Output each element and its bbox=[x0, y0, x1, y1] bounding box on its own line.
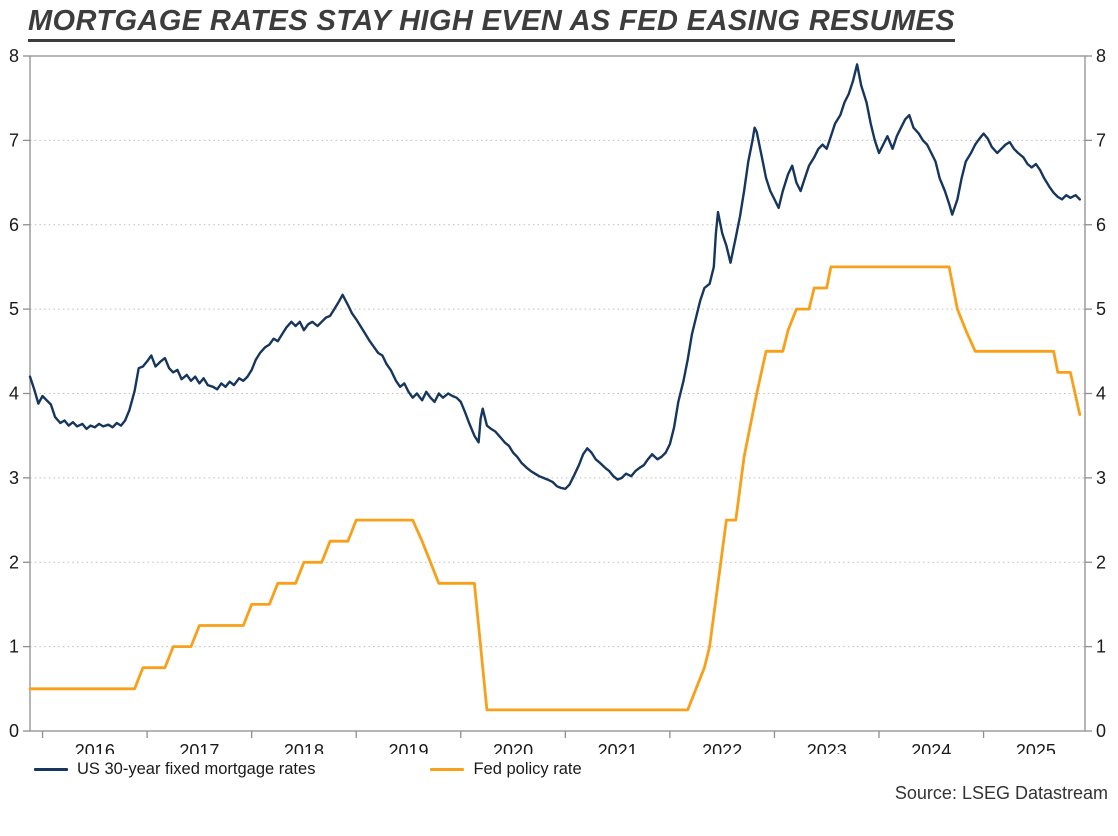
y-axis-label-left: 1 bbox=[9, 637, 19, 657]
x-axis-label: 2024 bbox=[911, 741, 951, 754]
y-axis-label-left: 0 bbox=[9, 721, 19, 741]
y-axis-label-left: 2 bbox=[9, 552, 19, 572]
chart-canvas: 0 0 1 1 2 2 3 3 4 4 5 5 6 6 7 7 8 8 2016 2017 2018 2019 2020 20… bbox=[9, 46, 1106, 754]
legend-swatch-fed-line bbox=[430, 767, 465, 772]
y-axis-label-left: 8 bbox=[9, 46, 19, 66]
x-axis-label: 2021 bbox=[598, 741, 638, 754]
source-credit: Source: LSEG Datastream bbox=[894, 783, 1108, 803]
x-axis-label: 2025 bbox=[1016, 741, 1056, 754]
y-axis-label-left: 3 bbox=[9, 468, 19, 488]
x-axis-label: 2017 bbox=[179, 741, 219, 754]
y-axis-label-right: 6 bbox=[1096, 215, 1106, 235]
y-axis-label-left: 6 bbox=[9, 215, 19, 235]
y-axis-label-left: 5 bbox=[9, 299, 19, 319]
legend-label-fed: Fed policy rate bbox=[473, 760, 582, 778]
y-axis-label-right: 5 bbox=[1096, 299, 1106, 319]
legend-item-fed: Fed policy rate bbox=[430, 760, 582, 779]
fed-line bbox=[28, 265, 1082, 712]
x-axis-label: 2019 bbox=[388, 741, 428, 754]
y-axis-label-right: 2 bbox=[1096, 552, 1106, 572]
legend-label-mortgage: US 30-year fixed mortgage rates bbox=[77, 760, 316, 778]
x-axis-label: 2018 bbox=[284, 741, 324, 754]
y-axis-label-right: 7 bbox=[1096, 130, 1106, 150]
y-axis-label-right: 4 bbox=[1096, 384, 1106, 404]
y-axis-label-right: 3 bbox=[1096, 468, 1106, 488]
x-axis-label: 2023 bbox=[807, 741, 847, 754]
y-axis-label-right: 1 bbox=[1096, 637, 1106, 657]
title-area: MORTGAGE RATES STAY HIGH EVEN AS FED EAS… bbox=[0, 0, 1118, 42]
legend-item-mortgage: US 30-year fixed mortgage rates bbox=[34, 760, 315, 779]
legend-swatch-mortgage-line bbox=[34, 767, 68, 772]
y-axis-label-left: 7 bbox=[9, 130, 19, 150]
y-axis-label-left: 4 bbox=[9, 384, 19, 404]
x-axis-label: 2020 bbox=[493, 741, 533, 754]
x-axis-label: 2016 bbox=[75, 741, 115, 754]
y-axis-label-right: 0 bbox=[1096, 721, 1106, 741]
x-axis-label: 2022 bbox=[702, 741, 742, 754]
y-axis-label-right: 8 bbox=[1096, 46, 1106, 66]
mortgage-line bbox=[28, 63, 1082, 490]
chart-legend: US 30-year fixed mortgage rates Fed poli… bbox=[34, 760, 1118, 779]
chart-title: MORTGAGE RATES STAY HIGH EVEN AS FED EAS… bbox=[28, 5, 956, 42]
